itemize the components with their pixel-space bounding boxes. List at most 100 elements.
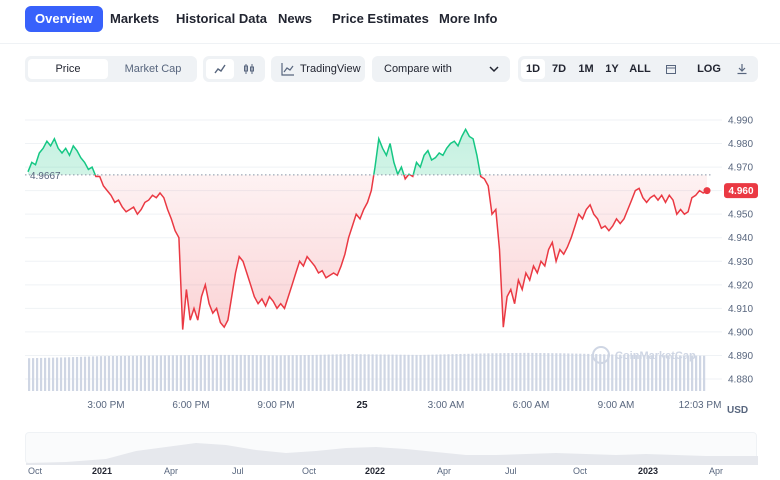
volume-bar	[83, 356, 87, 391]
coinmarketcap-logo-icon	[592, 346, 610, 364]
volume-bar	[623, 354, 626, 391]
volume-bar	[399, 354, 402, 391]
volume-bar	[155, 355, 159, 391]
line-chart-icon	[214, 64, 226, 74]
volume-bar	[375, 354, 378, 391]
volume-bar	[371, 354, 374, 391]
navigator-label: Jul	[505, 466, 517, 476]
range-1m[interactable]: 1M	[578, 63, 594, 75]
chart-toolbar: Price Market Cap TradingView Compare wit…	[0, 56, 780, 86]
volume-bar	[651, 355, 654, 391]
tab-price-estimates[interactable]: Price Estimates	[332, 11, 429, 26]
volume-bar	[387, 354, 390, 391]
volume-bar	[295, 355, 298, 391]
volume-bar	[595, 354, 598, 391]
tab-overview[interactable]: Overview	[25, 6, 103, 32]
volume-bar	[575, 353, 578, 391]
volume-bar	[671, 355, 674, 391]
navigator-labels: Oct 2021 Apr Jul Oct 2022 Apr Jul Oct 2023 Apr	[0, 466, 780, 480]
range-7d[interactable]: 7D	[551, 63, 567, 75]
volume-bar	[355, 354, 358, 391]
compare-with-label: Compare with	[384, 63, 452, 75]
navigator-label: 2021	[92, 466, 113, 476]
log-scale-toggle[interactable]: LOG	[697, 63, 721, 75]
volume-bar	[87, 356, 91, 391]
volume-bar	[231, 354, 234, 391]
volume-bar	[443, 354, 446, 391]
volume-bar	[55, 357, 59, 391]
compare-with-dropdown[interactable]: Compare with	[372, 56, 510, 82]
volume-bar	[383, 354, 386, 391]
volume-bars	[28, 352, 706, 391]
volume-bar	[51, 357, 55, 391]
price-area-above-open	[28, 129, 707, 175]
x-tick-label: 6:00 PM	[172, 400, 209, 411]
volume-bar	[587, 353, 590, 391]
volume-bar	[235, 354, 238, 391]
market-cap-option[interactable]: Market Cap	[124, 63, 182, 75]
volume-bar	[571, 353, 574, 391]
volume-bar	[507, 353, 510, 391]
navigator-label: 2022	[365, 466, 386, 476]
volume-bar	[431, 354, 434, 391]
navigator-sparkline	[26, 443, 758, 465]
tab-historical-data[interactable]: Historical Data	[176, 11, 268, 26]
x-tick-label: 6:00 AM	[513, 400, 550, 411]
volume-bar	[591, 353, 594, 391]
navigator-label: Jul	[232, 466, 244, 476]
volume-bar	[151, 355, 155, 391]
volume-bar	[675, 355, 678, 391]
line-chart-option[interactable]	[206, 59, 234, 79]
volume-bar	[455, 354, 458, 391]
volume-bar	[95, 356, 99, 391]
volume-bar	[207, 354, 210, 391]
volume-bar	[115, 355, 119, 391]
volume-bar	[447, 354, 450, 391]
price-chart[interactable]: CoinMarketCap 4.9667 4.990 4.980 4.970 4.96…	[0, 96, 780, 436]
tab-markets[interactable]: Markets	[110, 11, 160, 26]
volume-bar	[559, 353, 562, 391]
volume-bar	[343, 354, 346, 391]
price-option[interactable]: Price	[28, 59, 108, 79]
tab-more-info[interactable]: More Info	[439, 11, 498, 26]
y-tick-label: 4.930	[728, 257, 753, 268]
range-1d[interactable]: 1D	[521, 59, 545, 79]
volume-bar	[35, 358, 39, 391]
y-tick-label: 4.980	[728, 139, 753, 150]
volume-bar	[323, 354, 326, 391]
volume-bar	[579, 353, 582, 391]
range-all[interactable]: ALL	[629, 63, 651, 75]
volume-bar	[535, 352, 538, 391]
volume-bar	[499, 353, 502, 391]
volume-bar	[203, 354, 206, 391]
candle-chart-option[interactable]	[235, 59, 263, 79]
volume-bar	[567, 353, 570, 391]
volume-bar	[171, 355, 174, 391]
volume-bar	[607, 354, 610, 391]
volume-bar	[531, 352, 534, 391]
calendar-button[interactable]	[659, 59, 683, 79]
y-tick-label: 4.940	[728, 233, 753, 244]
tradingview-icon	[281, 63, 294, 76]
volume-bar	[691, 355, 694, 391]
tradingview-button[interactable]: TradingView	[271, 56, 365, 82]
volume-bar	[223, 354, 226, 391]
volume-bar	[135, 355, 139, 391]
volume-bar	[423, 354, 426, 391]
volume-bar	[503, 353, 506, 391]
volume-bar	[363, 354, 366, 391]
y-tick-label: 4.990	[728, 116, 753, 127]
tab-news[interactable]: News	[278, 11, 312, 26]
y-tick-label: 4.900	[728, 327, 753, 338]
volume-bar	[487, 353, 490, 391]
volume-bar	[211, 354, 214, 391]
range-1y[interactable]: 1Y	[605, 63, 619, 75]
volume-bar	[67, 357, 71, 391]
download-button[interactable]	[730, 59, 754, 79]
y-tick-label: 4.970	[728, 163, 753, 174]
time-navigator[interactable]	[25, 432, 758, 465]
volume-bar	[215, 354, 218, 391]
volume-bar	[195, 355, 198, 391]
volume-bar	[103, 356, 107, 391]
volume-bar	[299, 355, 302, 391]
